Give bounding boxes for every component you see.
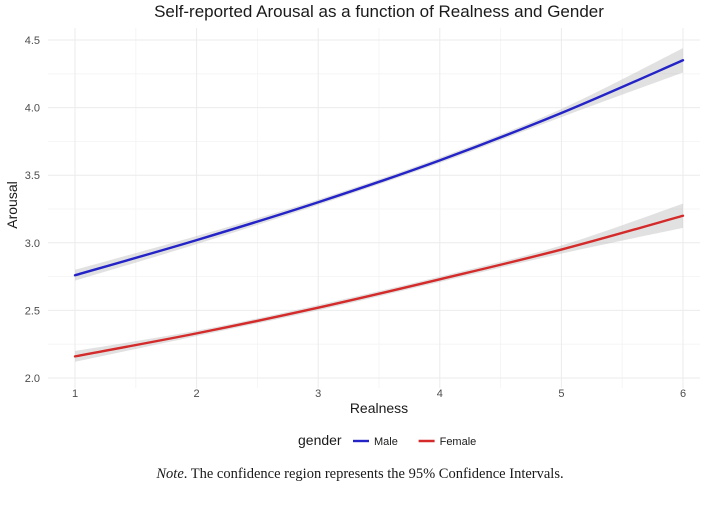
y-tick-label: 4.0 [25,103,40,115]
tick-labels: 1 2 3 4 5 6 2.0 2.5 3.0 3.5 4.0 4.5 [25,35,686,400]
x-tick-label: 2 [194,388,200,400]
note-text: . The confidence region represents the 9… [183,466,564,482]
y-tick-label: 3.0 [25,238,40,250]
note-label: Note [156,466,184,482]
y-axis-title: Arousal [4,181,20,228]
x-tick-label: 6 [680,388,686,400]
male-line [73,59,685,277]
series-lines [73,59,685,358]
x-tick-label: 4 [437,388,443,400]
x-tick-label: 1 [72,388,78,400]
y-tick-label: 4.5 [25,35,40,47]
x-tick-label: 5 [558,388,564,400]
x-axis-title: Realness [350,400,408,416]
female-line [73,214,685,358]
x-tick-label: 3 [315,388,321,400]
legend-label-male: Male [374,436,398,448]
chart-title: Self-reported Arousal as a function of R… [154,2,604,21]
figure-note: Note. The confidence region represents t… [0,466,720,483]
legend-label-female: Female [440,436,477,448]
y-tick-label: 2.0 [25,373,40,385]
y-tick-label: 3.5 [25,170,40,182]
legend: gender Male Female [298,432,476,448]
legend-title: gender [298,432,342,448]
grid [48,28,700,388]
y-tick-label: 2.5 [25,305,40,317]
